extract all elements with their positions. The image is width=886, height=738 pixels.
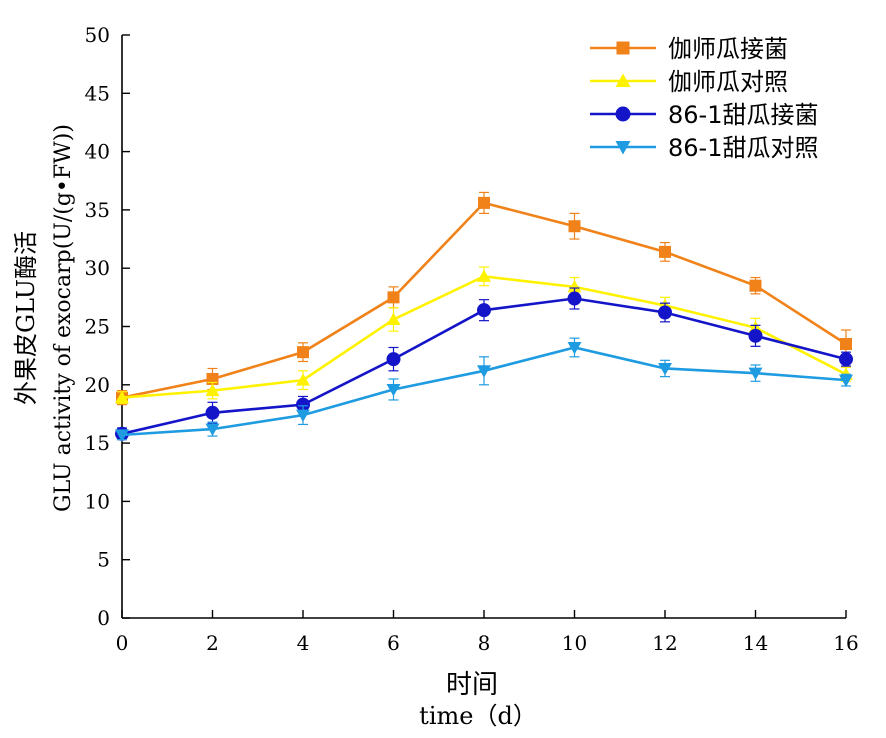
data-point (659, 245, 671, 258)
y-tick-label: 20 (85, 373, 110, 397)
data-point (296, 409, 310, 423)
data-point (478, 196, 490, 209)
y-tick-label: 40 (85, 140, 110, 164)
x-tick-label: 16 (833, 631, 858, 655)
y-tick-label: 10 (85, 489, 110, 513)
data-point (615, 141, 631, 155)
data-point (748, 367, 763, 381)
data-point (658, 362, 672, 376)
y-axis-title-cn: 外果皮GLU酶活 (12, 231, 40, 405)
x-tick-label: 8 (478, 631, 491, 655)
y-tick-label: 25 (85, 315, 110, 339)
data-point (297, 346, 309, 359)
data-point (115, 429, 129, 442)
axes: 0 5 10 15 20 25 30 35 40 45 50 0 2 4 6 8 10 12 14 16 (85, 23, 859, 655)
y-tick-label: 35 (85, 198, 110, 222)
data-point (839, 352, 853, 367)
data-point (115, 390, 129, 404)
x-tick-label: 14 (743, 631, 768, 655)
data-point (387, 291, 400, 304)
data-point (568, 220, 581, 233)
data-point (840, 337, 852, 350)
data-point (477, 269, 491, 282)
x-tick-label: 2 (206, 631, 219, 655)
x-tick-label: 12 (652, 631, 677, 655)
y-tick-label: 50 (85, 23, 110, 47)
data-point (296, 373, 310, 386)
x-tick-label: 10 (562, 631, 587, 655)
data-point (477, 365, 491, 378)
data-point (386, 383, 401, 397)
data-point (567, 279, 582, 293)
y-tick-label: 45 (85, 81, 110, 105)
data-point (658, 305, 672, 320)
y-tick-label: 0 (97, 606, 110, 630)
data-point (296, 397, 310, 412)
data-point (567, 341, 582, 355)
series (115, 337, 853, 442)
series (115, 266, 853, 405)
x-tick-label: 4 (297, 631, 310, 655)
x-tick-label: 0 (116, 631, 129, 655)
x-axis-title-en: time（d） (419, 702, 537, 730)
data-point (748, 328, 763, 343)
legend-entry: 伽师瓜接菌 (590, 35, 788, 63)
legend-label: 伽师瓜对照 (668, 68, 788, 96)
y-tick-label: 15 (85, 431, 110, 455)
series-layer (115, 191, 853, 442)
data-point (477, 303, 491, 318)
data-point (205, 423, 220, 437)
x-tick-label: 6 (387, 631, 400, 655)
y-tick-label: 5 (97, 548, 110, 572)
y-axis-title-en: GLU activity of exocarp(U/(g•FW)) (51, 124, 76, 512)
data-point (615, 106, 631, 122)
legend-entry: 86-1甜瓜接菌 (590, 101, 818, 129)
data-point (616, 41, 630, 55)
data-point (386, 352, 401, 367)
legend-label: 86-1甜瓜接菌 (668, 101, 818, 129)
x-axis-title-cn: 时间 (446, 670, 498, 700)
data-point (205, 383, 220, 397)
data-point (749, 279, 762, 292)
data-point (386, 312, 401, 326)
legend-entry: 伽师瓜对照 (590, 68, 788, 96)
data-point (839, 374, 853, 388)
series (116, 191, 852, 406)
data-point (567, 291, 582, 306)
data-point (205, 405, 220, 420)
legend-label: 86-1甜瓜对照 (668, 134, 818, 162)
data-point (615, 73, 631, 87)
y-tick-label: 30 (85, 256, 110, 280)
legend-label: 伽师瓜接菌 (668, 35, 788, 63)
series (115, 287, 853, 441)
legend-entry: 86-1甜瓜对照 (590, 134, 818, 162)
